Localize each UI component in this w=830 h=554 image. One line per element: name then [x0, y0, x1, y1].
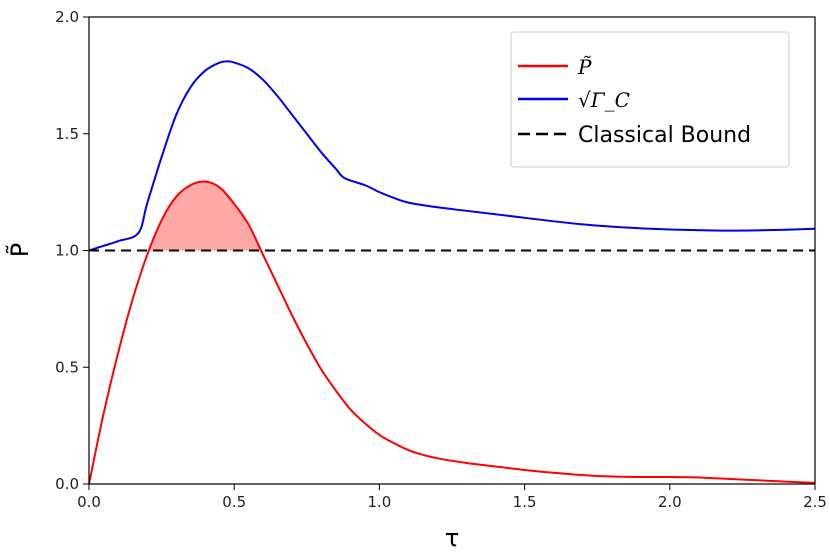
x-tick-label: 2.5 [803, 493, 827, 511]
series-p-tilde-line [88, 180, 816, 485]
y-axis-label: P̃ [6, 243, 34, 257]
legend-frame [510, 31, 790, 168]
y-tick-label: 0.0 [55, 475, 79, 493]
x-tick-label: 0.5 [222, 493, 246, 511]
x-tick-label: 1.0 [367, 493, 391, 511]
ticks: 0.0 0.5 1.0 1.5 2.0 2.5 0.0 0.5 1.0 1.5 2.0 [55, 8, 827, 511]
shaded-region [149, 181, 267, 251]
y-tick-label: 1.5 [55, 125, 79, 143]
legend-label-classical-bound: Classical Bound [578, 123, 751, 148]
y-tick-label: 0.5 [55, 358, 79, 376]
x-axis-label: τ [445, 524, 459, 552]
x-tick-label: 0.0 [77, 493, 101, 511]
x-tick-label: 2.0 [658, 493, 682, 511]
legend-label-p-tilde: P̃ [577, 55, 592, 79]
series-sqrt-gamma-line [88, 60, 816, 252]
legend-label-sqrt-gamma: √Γ_C [578, 88, 630, 112]
x-tick-label: 1.5 [513, 493, 537, 511]
plot-area [88, 60, 816, 485]
y-tick-label: 1.0 [55, 242, 79, 260]
y-tick-label: 2.0 [55, 8, 79, 26]
legend: P̃ √Γ_C Classical Bound [510, 31, 790, 168]
